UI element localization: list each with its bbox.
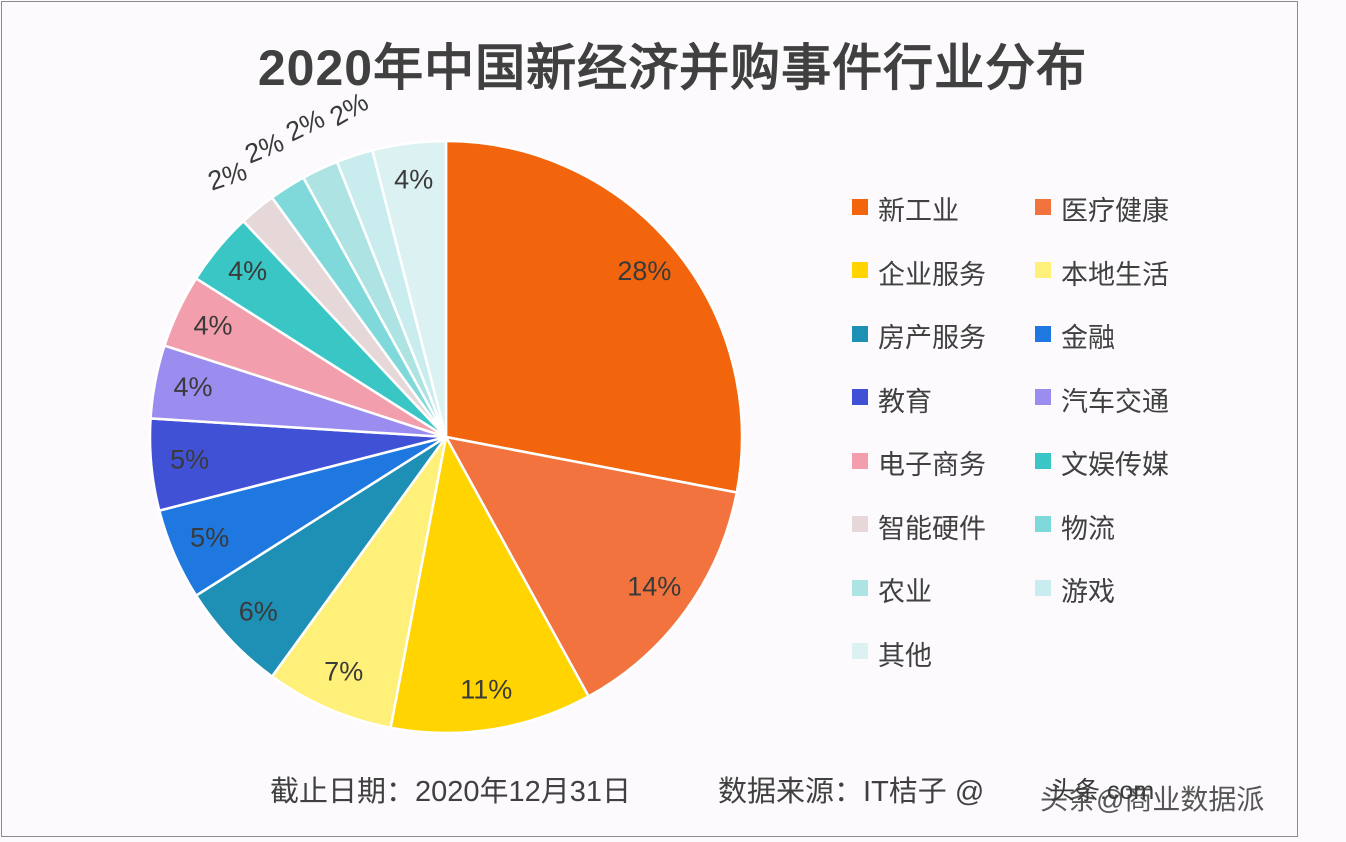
svg-text:2%: 2% [281,103,329,147]
svg-text:6%: 6% [239,596,278,626]
svg-text:4%: 4% [394,165,433,195]
svg-text:7%: 7% [324,656,363,686]
svg-text:5%: 5% [190,522,229,552]
svg-text:4%: 4% [228,256,267,286]
svg-text:5%: 5% [170,444,209,474]
svg-text:4%: 4% [193,311,232,341]
svg-text:2%: 2% [241,127,288,169]
svg-text:14%: 14% [627,572,681,602]
svg-text:28%: 28% [617,256,671,286]
svg-text:2%: 2% [204,156,250,197]
svg-text:11%: 11% [460,674,512,704]
svg-text:2%: 2% [325,87,374,132]
svg-text:4%: 4% [173,372,212,402]
